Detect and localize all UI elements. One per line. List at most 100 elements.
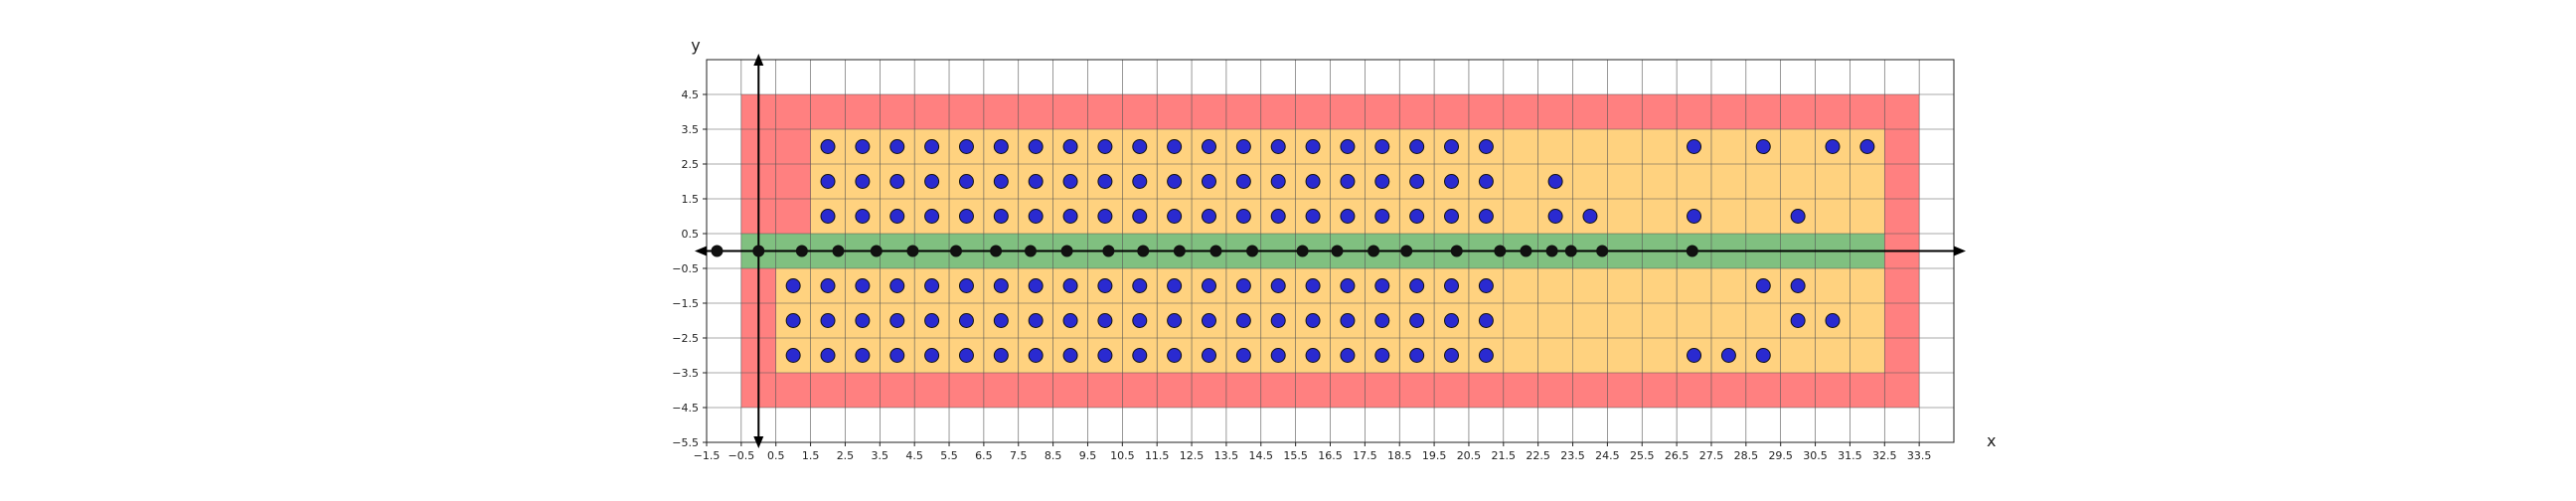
data-point-black [711,245,724,257]
data-point-blue [1235,139,1251,154]
data-point-blue [1755,278,1771,293]
data-point-blue [1028,209,1044,224]
data-point-blue [1409,348,1425,363]
data-point-black [752,245,765,257]
data-point-black [1102,245,1115,257]
data-point-blue [1235,313,1251,328]
data-point-blue [1097,209,1113,224]
data-point-black [1400,245,1413,257]
tick-labels-layer: −1.5 −0.5 0.5 1.5 2.5 3.5 4.5 5.5 6.5 7.5 8.5 9.5 10… [672,88,1931,462]
data-point-blue [1374,174,1390,189]
data-point-black [1137,245,1150,257]
data-point-blue [820,313,836,328]
data-point-black [1060,245,1073,257]
data-point-blue [889,139,905,154]
data-point-blue [1167,313,1183,328]
data-point-blue [1340,278,1356,293]
y-tick-label: 4.5 [682,88,700,101]
data-point-blue [1201,139,1216,154]
x-tick-label: 11.5 [1145,449,1170,462]
data-point-blue [1444,348,1460,363]
data-point-blue [1167,278,1183,293]
x-tick-label: 30.5 [1803,449,1828,462]
data-point-blue [1097,139,1113,154]
data-point-blue [1167,348,1183,363]
data-point-blue [1825,139,1841,154]
data-point-blue [855,348,871,363]
data-point-blue [1444,209,1460,224]
x-tick-label: 14.5 [1249,449,1274,462]
data-point-blue [1409,139,1425,154]
data-point-black [990,245,1003,257]
x-tick-label: 21.5 [1492,449,1517,462]
x-tick-label: 31.5 [1838,449,1862,462]
data-point-black [950,245,962,257]
data-point-blue [1235,174,1251,189]
x-tick-label: 10.5 [1110,449,1135,462]
data-point-blue [1028,278,1044,293]
x-tick-label: 32.5 [1872,449,1897,462]
x-tick-label: 9.5 [1079,449,1097,462]
data-point-blue [889,209,905,224]
data-point-black [1173,245,1186,257]
data-point-black [832,245,845,257]
data-point-blue [1340,139,1356,154]
data-point-blue [1340,348,1356,363]
data-point-blue [1028,348,1044,363]
data-point-blue [1028,174,1044,189]
y-tick-label: −3.5 [672,367,699,380]
data-point-blue [993,174,1009,189]
data-point-blue [924,348,940,363]
data-point-black [1596,245,1609,257]
data-point-blue [1201,209,1216,224]
data-point-blue [1062,348,1078,363]
data-point-black [1450,245,1463,257]
data-point-blue [1340,313,1356,328]
x-tick-label: 27.5 [1699,449,1724,462]
data-point-blue [1582,209,1598,224]
x-tick-label: 15.5 [1283,449,1308,462]
x-tick-label: 5.5 [940,449,958,462]
x-tick-label: 1.5 [802,449,820,462]
data-point-blue [1478,313,1494,328]
x-tick-label: 2.5 [837,449,855,462]
data-point-blue [820,174,836,189]
data-point-blue [785,348,801,363]
data-point-blue [785,313,801,328]
data-point-blue [924,139,940,154]
data-point-blue [1305,348,1321,363]
data-point-blue [1028,313,1044,328]
data-point-blue [1374,278,1390,293]
x-axis-arrow-left [695,246,707,256]
data-point-blue [1201,348,1216,363]
x-tick-label: 22.5 [1526,449,1550,462]
data-point-blue [1409,278,1425,293]
data-point-blue [1340,174,1356,189]
data-point-blue [1444,278,1460,293]
data-point-black [1545,245,1558,257]
data-point-blue [1755,139,1771,154]
data-point-blue [1270,139,1286,154]
data-point-blue [1167,139,1183,154]
data-point-blue [1720,348,1736,363]
data-point-blue [1132,313,1148,328]
data-point-blue [1755,348,1771,363]
data-point-blue [1305,278,1321,293]
data-point-blue [1270,278,1286,293]
data-point-blue [889,174,905,189]
data-point-blue [1028,139,1044,154]
data-point-blue [1547,209,1563,224]
y-tick-label: −1.5 [672,297,699,310]
data-point-blue [1132,209,1148,224]
x-axis-label: x [1987,431,1996,450]
data-point-blue [785,278,801,293]
data-point-blue [1062,174,1078,189]
data-point-black [906,245,919,257]
x-tick-label: 20.5 [1457,449,1482,462]
data-point-blue [1270,174,1286,189]
data-point-blue [1305,313,1321,328]
data-point-blue [1062,313,1078,328]
data-point-blue [889,278,905,293]
data-point-blue [993,139,1009,154]
